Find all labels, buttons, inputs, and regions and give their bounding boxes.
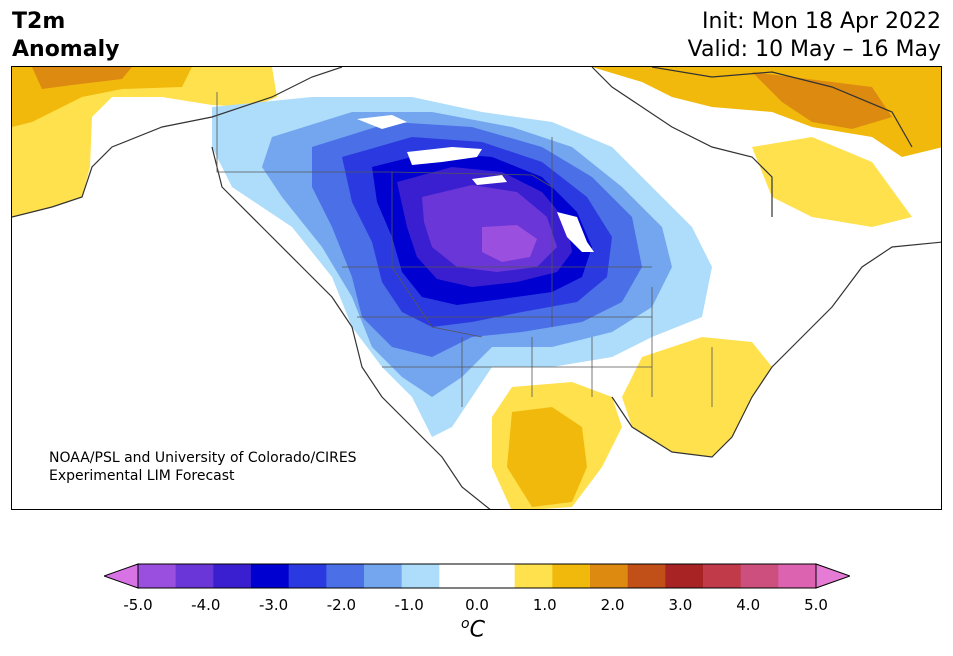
colorbar-segment — [175, 564, 214, 588]
colorbar-segment — [740, 564, 779, 588]
colorbar-tick-label: -3.0 — [258, 596, 289, 614]
colorbar-segment — [514, 564, 553, 588]
colorbar-tick-label: 0.0 — [465, 596, 489, 614]
credit-text: NOAA/PSL and University of Colorado/CIRE… — [49, 449, 357, 485]
colorbar-segment — [138, 564, 177, 588]
colorbar-tick-label: 3.0 — [668, 596, 693, 614]
unit-symbol: C — [469, 617, 485, 643]
arctic-island-1 — [407, 147, 482, 165]
cold-level-8 — [482, 225, 537, 262]
credit-line-2: Experimental LIM Forecast — [49, 468, 235, 484]
arctic-island-2 — [357, 115, 407, 129]
colorbar-segment — [251, 564, 290, 588]
colorbar-segment — [439, 564, 478, 588]
map-title: T2m Anomaly — [12, 8, 119, 64]
colorbar-tick-label: -4.0 — [191, 596, 221, 614]
warm-alaska — [12, 67, 277, 217]
warm-northeast-canada — [752, 137, 912, 227]
colorbar-segment — [288, 564, 327, 588]
colorbar-segment — [364, 564, 403, 588]
colorbar-segment — [552, 564, 591, 588]
colorbar-segment — [401, 564, 440, 588]
colorbar-tick-label: 4.0 — [736, 596, 761, 614]
colorbar-tick-label: 2.0 — [600, 596, 625, 614]
colorbar-segment — [627, 564, 666, 588]
title-line-1: T2m — [12, 9, 66, 34]
colorbar-outline — [137, 563, 817, 589]
warm-southeast — [622, 337, 772, 457]
colorbar-segment — [213, 564, 252, 588]
warm-greenland-hot — [752, 72, 892, 129]
hudson-bay-outline — [557, 212, 594, 252]
valid-date: Valid: 10 May – 16 May — [687, 37, 941, 62]
title-line-2: Anomaly — [12, 37, 120, 62]
warm-texas-core — [507, 407, 587, 507]
colorbar-segment — [665, 564, 704, 588]
colorbar-segment — [703, 564, 742, 588]
colorbar-segment — [326, 564, 365, 588]
colorbar-tick-label: 5.0 — [804, 596, 828, 614]
unit-degree: o — [461, 616, 470, 632]
unit-label: oC — [461, 616, 485, 642]
coastlines — [12, 67, 941, 509]
arctic-island-3 — [472, 175, 507, 185]
colorbar-segment — [477, 564, 516, 588]
colorbar-tick-label: -2.0 — [326, 596, 357, 614]
forecast-dates: Init: Mon 18 Apr 2022 Valid: 10 May – 16… — [688, 8, 941, 64]
colorbar-ticks: -5.0 -4.0 -3.0 -2.0 -1.0 0.0 1.0 2.0 3.0 4.0 5.0 — [0, 596, 953, 616]
init-date: Init: Mon 18 Apr 2022 — [702, 9, 941, 34]
colorbar — [104, 563, 850, 589]
map-canvas — [12, 67, 941, 509]
colorbar-tick-label: 1.0 — [532, 596, 557, 614]
colorbar-segment — [778, 564, 817, 588]
political-borders — [216, 92, 713, 407]
warm-alaska-hot — [32, 67, 132, 89]
colorbar-tick-label: -1.0 — [394, 596, 424, 614]
colorbar-segment — [590, 564, 629, 588]
colorbar-arrow-high — [815, 563, 850, 589]
colorbar-tick-label: -5.0 — [123, 596, 153, 614]
colorbar-arrow-low — [104, 563, 139, 589]
anomaly-map — [11, 66, 942, 510]
credit-line-1: NOAA/PSL and University of Colorado/CIRE… — [49, 450, 357, 466]
